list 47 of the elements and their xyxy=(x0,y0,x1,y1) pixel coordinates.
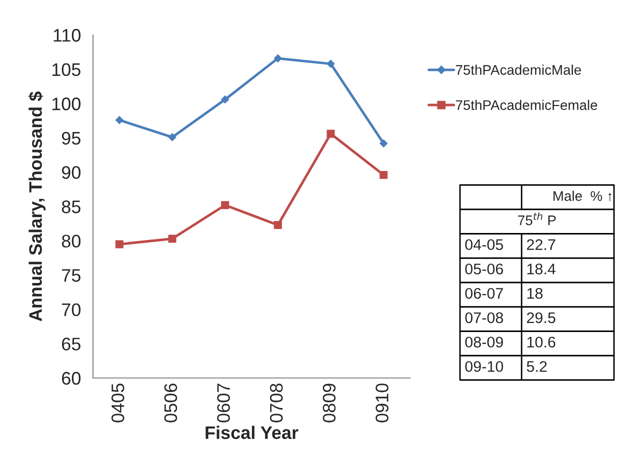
text: 06-07 xyxy=(465,288,503,299)
text: 5.2 xyxy=(526,361,547,372)
point xyxy=(221,96,230,104)
point xyxy=(221,201,230,210)
text: 07-08 xyxy=(465,312,504,324)
x-tick-label: 0910 xyxy=(376,384,388,422)
point xyxy=(168,234,176,243)
legend-label: 75thPAcademicFemale xyxy=(456,100,598,110)
y-tick-label: 65 xyxy=(62,338,80,350)
y-tick-label: 80 xyxy=(62,234,80,248)
y-tick-label: 60 xyxy=(62,372,80,385)
text: 18 xyxy=(527,288,543,299)
y-tick-label: 70 xyxy=(62,303,80,316)
x-tick-label: 0708 xyxy=(270,384,283,422)
point xyxy=(115,240,124,248)
point xyxy=(326,130,335,138)
x-tick-label: 0405 xyxy=(111,384,124,422)
point xyxy=(168,133,176,142)
text: 75$^{th}$ P xyxy=(518,212,556,226)
text: Male % ↑ xyxy=(554,190,612,202)
text: 18.4 xyxy=(527,264,556,274)
y-tick-label: 110 xyxy=(54,28,80,42)
y-tick-label: 100 xyxy=(52,98,80,110)
y-axis-title: Annual Salary, Thousand $ xyxy=(28,92,46,322)
text: 10.6 xyxy=(527,336,556,348)
text: 08-09 xyxy=(465,336,503,348)
text: 04-05 xyxy=(465,239,504,250)
y-tick-label: 90 xyxy=(62,166,80,179)
y-tick-label: 105 xyxy=(52,63,80,76)
point xyxy=(115,116,124,124)
text: 09-10 xyxy=(465,361,504,372)
point xyxy=(274,54,282,62)
y-tick-label: 95 xyxy=(62,132,80,145)
point xyxy=(380,139,388,148)
point xyxy=(274,221,282,230)
text: 05-06 xyxy=(465,264,504,274)
y-tick-label: 85 xyxy=(62,200,80,214)
x-tick-label: 0607 xyxy=(217,384,230,422)
point xyxy=(326,60,335,68)
text: 22.7 xyxy=(526,239,556,250)
x-tick-label: 0506 xyxy=(164,384,178,422)
text: 29.5 xyxy=(526,312,556,324)
x-tick-label: 0809 xyxy=(322,384,336,422)
x-axis-title: Fiscal Year xyxy=(206,426,298,440)
point xyxy=(380,170,388,179)
y-tick-label: 75 xyxy=(62,269,80,282)
legend-label: 75thPAcademicMale xyxy=(456,64,581,75)
